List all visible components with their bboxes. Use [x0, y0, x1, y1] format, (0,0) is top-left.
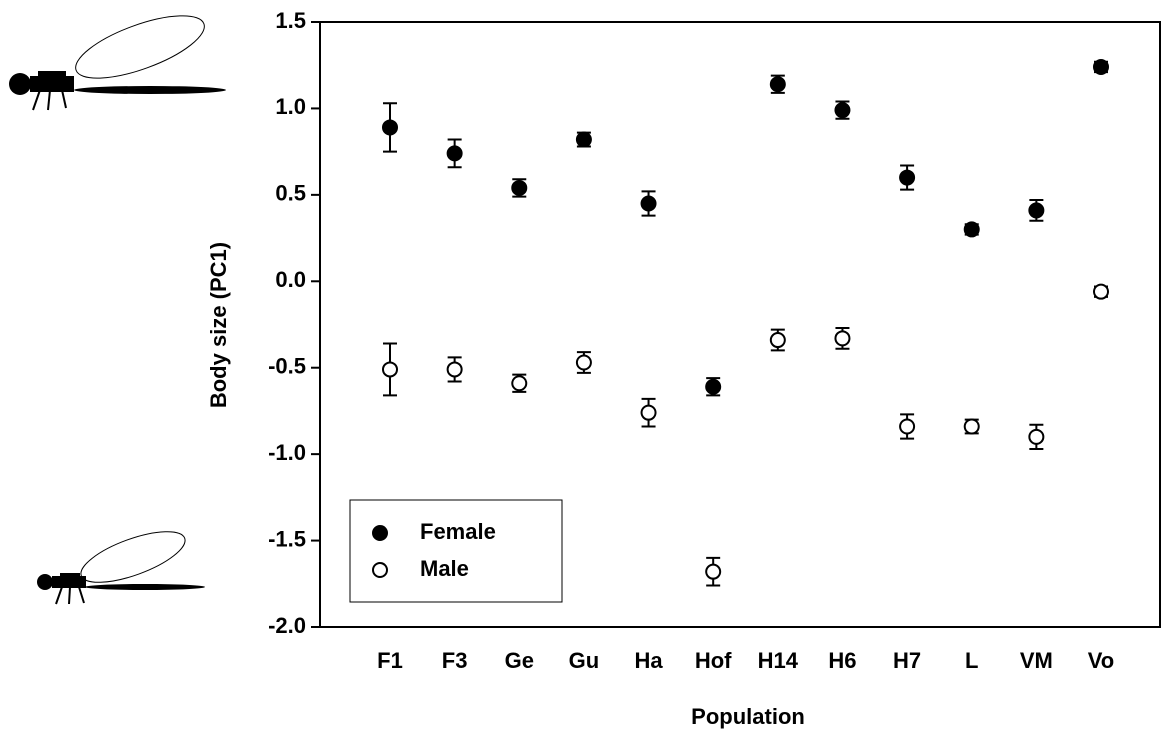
- x-tick-label: Ha: [634, 648, 663, 673]
- legend-label: Male: [420, 556, 469, 581]
- y-tick-label: -1.5: [268, 526, 306, 551]
- point: [769, 332, 786, 349]
- point: [575, 354, 592, 371]
- point: [963, 221, 980, 238]
- y-axis-label: Body size (PC1): [206, 242, 231, 408]
- y-tick-label: -2.0: [268, 613, 306, 638]
- point: [382, 361, 398, 378]
- y-tick-label: -1.0: [268, 440, 306, 465]
- x-tick-label: Vo: [1088, 648, 1114, 673]
- y-tick-label: 0.5: [275, 181, 306, 206]
- x-tick-label: F1: [377, 648, 403, 673]
- x-tick-label: H14: [758, 648, 799, 673]
- x-axis-label: Population: [691, 704, 805, 729]
- point: [705, 378, 722, 395]
- point: [899, 418, 916, 435]
- point: [511, 375, 528, 392]
- point: [899, 169, 916, 186]
- point: [769, 76, 786, 93]
- point: [382, 119, 398, 136]
- point: [511, 179, 528, 196]
- x-tick-label: Ge: [505, 648, 534, 673]
- y-tick-label: 1.0: [275, 94, 306, 119]
- point: [963, 418, 980, 435]
- y-tick-label: -0.5: [268, 354, 306, 379]
- x-tick-label: H6: [828, 648, 856, 673]
- legend-marker: [372, 525, 388, 541]
- point: [446, 145, 463, 162]
- x-tick-label: Gu: [569, 648, 600, 673]
- point: [1028, 428, 1045, 445]
- point: [640, 404, 657, 421]
- point: [446, 361, 463, 378]
- legend-marker: [372, 562, 388, 578]
- legend-label: Female: [420, 519, 496, 544]
- point: [834, 330, 851, 347]
- x-tick-label: L: [965, 648, 978, 673]
- plot-frame: [319, 21, 1161, 628]
- point: [834, 102, 851, 119]
- point: [705, 563, 722, 580]
- point: [1028, 202, 1045, 219]
- point: [575, 131, 592, 148]
- legend-box: [349, 499, 563, 603]
- point: [640, 195, 657, 212]
- point: [1093, 283, 1109, 300]
- x-tick-label: H7: [893, 648, 921, 673]
- y-tick-label: 1.5: [275, 8, 306, 33]
- x-tick-label: VM: [1020, 648, 1053, 673]
- point: [1093, 58, 1109, 75]
- male-dragonfly-icon: [37, 531, 205, 605]
- x-tick-label: Hof: [695, 648, 732, 673]
- legend: Female Male: [349, 499, 563, 603]
- female-dragonfly-icon: [9, 15, 226, 111]
- x-tick-label: F3: [442, 648, 468, 673]
- y-tick-label: 0.0: [275, 267, 306, 292]
